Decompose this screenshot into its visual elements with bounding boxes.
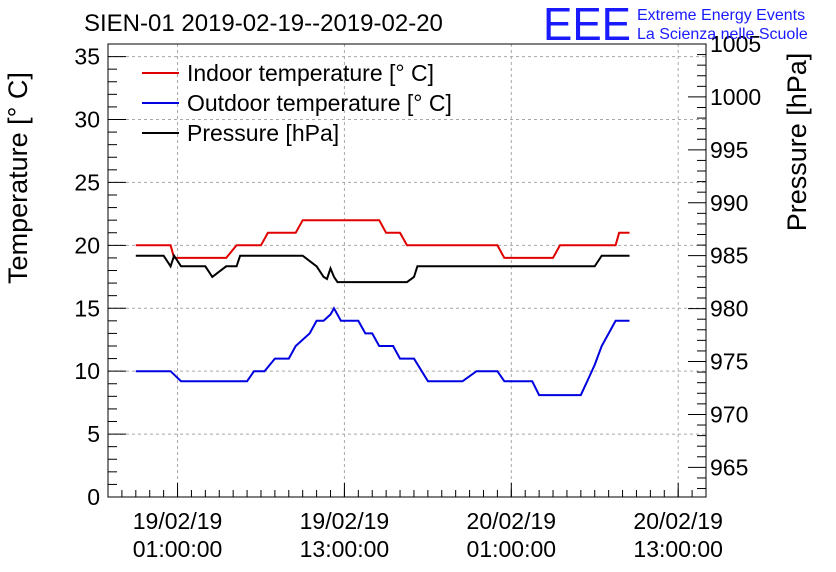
y-tick-label: 25 <box>74 169 100 195</box>
legend-label-pressure: Pressure [hPa] <box>187 120 339 146</box>
y-tick-label: 0 <box>87 484 100 510</box>
legend: Indoor temperature [° C] Outdoor tempera… <box>142 60 452 146</box>
x-tick-label-time: 13:00:00 <box>633 536 723 562</box>
y-tick-label: 30 <box>74 107 100 133</box>
logo-line-2: La Scienza nelle Scuole <box>637 26 808 43</box>
axis-ticks: 19/02/1901:00:0019/02/1913:00:0020/02/19… <box>74 31 761 562</box>
legend-label-indoor: Indoor temperature [° C] <box>187 60 434 86</box>
y2-tick-label: 975 <box>710 349 748 375</box>
indoor-temperature-line <box>135 219 630 259</box>
outdoor-temperature-line <box>135 306 630 397</box>
y2-tick-label: 995 <box>710 137 748 163</box>
logo-line-1: Extreme Energy Events <box>637 7 805 24</box>
series-layer <box>135 219 630 397</box>
y-tick-label: 10 <box>74 358 100 384</box>
pressure-line <box>135 253 630 284</box>
y2-axis-label: Pressure [hPa] <box>782 53 812 232</box>
y2-tick-label: 980 <box>710 296 748 322</box>
x-tick-label-date: 20/02/19 <box>633 508 723 534</box>
y-axis-label: Temperature [° C] <box>3 72 33 284</box>
y2-tick-label: 970 <box>710 401 748 427</box>
x-tick-label-time: 01:00:00 <box>133 536 223 562</box>
eee-logo: EEE <box>543 0 631 50</box>
y2-tick-label: 990 <box>710 190 748 216</box>
x-tick-label-date: 19/02/19 <box>300 508 390 534</box>
y-tick-label: 15 <box>74 295 100 321</box>
legend-label-outdoor: Outdoor temperature [° C] <box>187 90 452 116</box>
y2-tick-label: 1000 <box>710 84 761 110</box>
x-tick-label-date: 20/02/19 <box>467 508 557 534</box>
x-tick-label-time: 13:00:00 <box>300 536 390 562</box>
y-tick-label: 20 <box>74 232 100 258</box>
y2-tick-label: 985 <box>710 243 748 269</box>
y2-tick-label: 965 <box>710 454 748 480</box>
x-tick-label-date: 19/02/19 <box>133 508 223 534</box>
chart-title: SIEN-01 2019-02-19--2019-02-20 <box>84 10 443 37</box>
y-tick-label: 35 <box>74 44 100 70</box>
y-tick-label: 5 <box>87 421 100 447</box>
x-tick-label-time: 01:00:00 <box>467 536 557 562</box>
y2-tick-label: 1005 <box>710 31 761 57</box>
